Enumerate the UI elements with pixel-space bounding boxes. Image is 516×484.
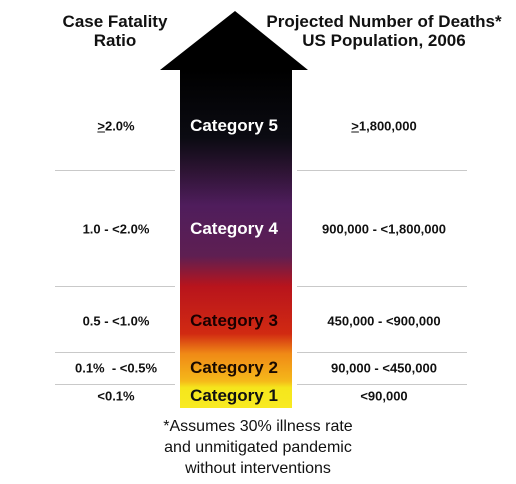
header-right-line1: Projected Number of Deaths*: [266, 12, 502, 31]
category-5-label: Category 5: [190, 116, 278, 135]
case-fatality-ratio-header: Case Fatality Ratio: [55, 12, 175, 50]
divider-right-3-2: [297, 352, 467, 353]
cfr-category-2: 0.1% - <0.5%: [74, 360, 158, 376]
footnote-line3: without interventions: [185, 460, 331, 477]
category-4-label: Category 4: [190, 219, 278, 238]
divider-right-4-3: [297, 286, 467, 287]
deaths-category-4: 900,000 - <1,800,000: [322, 221, 446, 237]
cfr-category-5: >2.0%: [97, 118, 135, 134]
arrow-shaft: [180, 70, 292, 408]
divider-right-2-1: [297, 384, 467, 385]
arrow-head: [160, 11, 308, 76]
header-left-line1: Case Fatality: [62, 12, 168, 31]
projected-deaths-header: Projected Number of Deaths* US Populatio…: [265, 12, 503, 50]
category-1-label: Category 1: [190, 386, 278, 405]
divider-left-5-4: [55, 170, 175, 171]
divider-right-5-4: [297, 170, 467, 171]
footnote: *Assumes 30% illness rate and unmitigate…: [120, 416, 396, 479]
deaths-category-3: 450,000 - <900,000: [327, 313, 441, 329]
deaths-category-2: 90,000 - <450,000: [331, 360, 437, 376]
deaths-category-5: >1,800,000: [351, 118, 417, 134]
header-left-line2: Ratio: [93, 31, 137, 50]
deaths-category-1: <90,000: [360, 388, 408, 404]
cfr-category-1: <0.1%: [97, 388, 135, 404]
category-3-label: Category 3: [190, 311, 278, 330]
header-right-line2: US Population, 2006: [302, 31, 466, 50]
footnote-line1: *Assumes 30% illness rate: [163, 418, 353, 435]
divider-left-3-2: [55, 352, 175, 353]
divider-left-4-3: [55, 286, 175, 287]
cfr-category-4: 1.0 - <2.0%: [82, 221, 150, 237]
cfr-category-3: 0.5 - <1.0%: [82, 313, 150, 329]
footnote-line2: and unmitigated pandemic: [164, 439, 352, 456]
divider-left-2-1: [55, 384, 175, 385]
category-2-label: Category 2: [190, 358, 278, 377]
